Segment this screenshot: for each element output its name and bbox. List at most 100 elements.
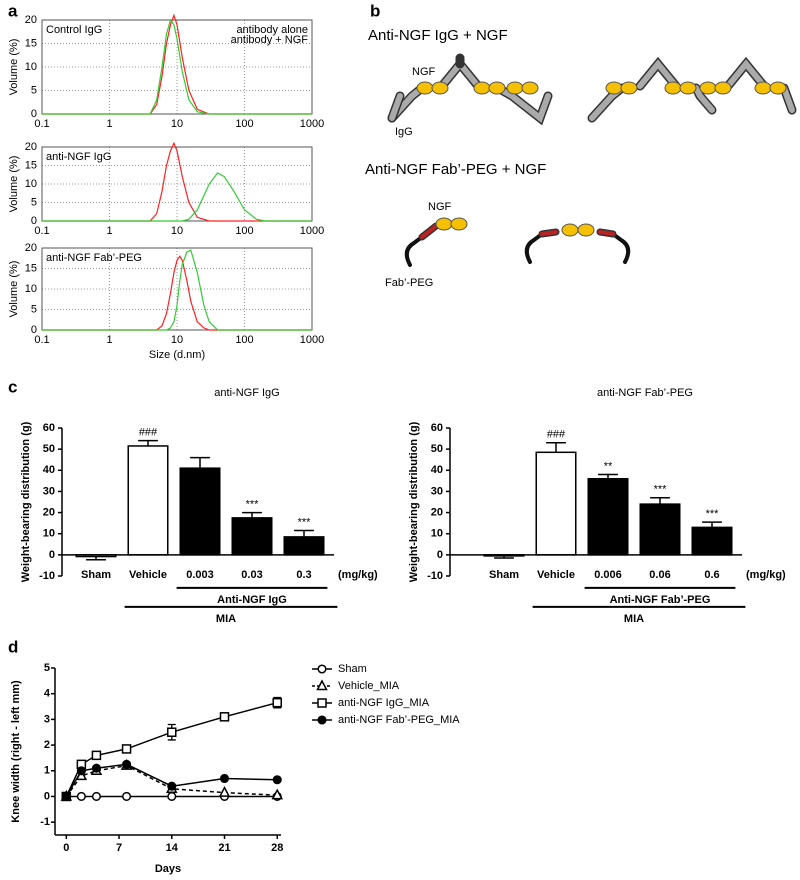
y-tick-label: 15 [25,37,37,49]
y-tick-label: 20 [25,242,37,254]
series-line [42,141,312,222]
bar [691,526,733,556]
marker [218,786,231,797]
x-tick-label: 0.6 [704,569,719,581]
chart-title: Control IgG [46,24,102,36]
annotation: ### [547,429,566,441]
marker [167,781,177,791]
y-tick-label: 50 [43,443,55,455]
marker [317,715,327,725]
marker [76,766,86,776]
x-tick-label: 10 [171,334,183,346]
legend-label: anti-NGF Fab’-PEG_MIA [338,714,460,726]
bar [127,445,169,556]
ngf [679,81,697,95]
annotation: *** [654,484,668,496]
marker [317,698,327,708]
y-tick-label: 2 [44,739,50,751]
fab-peg [404,222,631,267]
x-tick-label: 10 [171,225,183,237]
x-tick-label: 14 [166,842,179,854]
bar [639,503,681,556]
chart-title: anti-NGF Fab’-PEG [46,252,142,264]
igg-complex-small [387,53,797,126]
marker [272,775,282,785]
ngf [416,81,434,95]
marker [271,788,283,800]
ngf [450,217,468,231]
marker [91,791,101,802]
x-tick-label: 0.06 [649,569,670,581]
antibody [693,85,715,113]
x-axis-label: Size (d.nm) [149,349,205,361]
group-label: Anti-NGF IgG [217,594,287,606]
x-tick-label: Vehicle [537,569,575,581]
annotation: *** [706,508,720,520]
antibody [781,85,795,113]
y-axis-label: Volume (%) [8,261,20,318]
group-label: MIA [216,613,236,625]
ngf [754,81,772,95]
panel-label: a [8,1,18,20]
diagram-label: IgG [395,126,413,138]
y-tick-label: 10 [25,178,37,190]
x-tick-label: 0 [63,842,69,854]
x-tick-label: 0.003 [186,569,214,581]
legend-label: Vehicle_MIA [338,680,400,692]
x-tick-label: 1 [106,334,112,346]
panel-label: b [370,1,380,20]
plot-frame [41,19,313,115]
peg [404,235,424,267]
plot-frame [41,247,313,331]
x-tick-label: 1000 [300,118,324,130]
marker [317,664,327,674]
marker [122,759,132,769]
y-tick-label: 5 [44,662,50,674]
y-tick-label: 0 [437,549,443,561]
ngf [769,81,787,95]
y-tick-label: 20 [25,14,37,26]
y-axis-label: Weight-bearing distribution (g) [20,421,32,582]
x-tick-label: 1 [106,118,112,130]
fab [540,230,558,236]
series-line [42,255,312,331]
marker [76,791,86,802]
y-tick-label: 20 [431,506,443,518]
annotation: *** [298,516,312,528]
x-tick-label: 0.1 [34,334,49,346]
annotation: ** [604,460,613,472]
y-tick-label: 10 [43,528,55,540]
panel-label: c [8,377,17,396]
ngf [435,217,453,231]
x-tick-label: 100 [235,118,253,130]
marker [122,791,132,802]
chart-title: anti-NGF IgG [46,151,111,163]
bar [535,451,577,556]
x-tick-label: 1000 [300,225,324,237]
marker [219,773,230,784]
y-axis-label: Knee width (right - left mm) [10,680,22,823]
ngf [521,81,539,95]
series-line [42,249,312,331]
marker [167,791,177,802]
x-tick-label: 100 [235,334,253,346]
y-tick-label: 30 [431,485,443,497]
y-tick-label: 60 [43,422,55,434]
ngf [473,81,491,95]
y-tick-label: -10 [39,570,55,582]
bar [231,517,273,556]
antibody [637,59,679,89]
annotation: *** [246,498,260,510]
series-line [42,172,312,222]
ngf-dimers [435,217,595,237]
y-tick-label: 0 [31,108,37,120]
x-tick-label: 1000 [300,334,324,346]
ngf [605,81,623,95]
chart-title: anti-NGF Fab’-PEG [597,387,693,399]
y-tick-label: 15 [25,159,37,171]
legend-label: Sham [338,663,367,675]
x-unit: (mg/kg) [746,569,786,581]
marker [219,712,230,722]
fab [598,230,615,236]
